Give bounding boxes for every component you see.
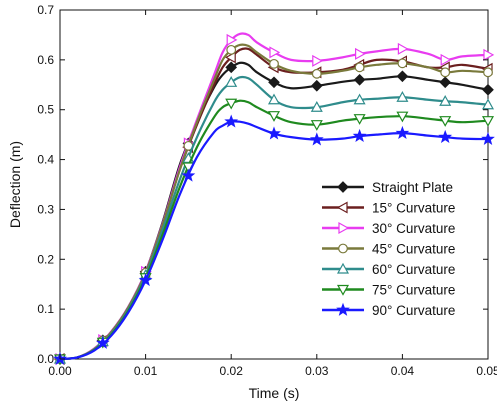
series-point xyxy=(439,116,452,127)
legend-item: 60° Curvature xyxy=(322,262,455,277)
legend-marker xyxy=(336,302,350,316)
legend-item: 30° Curvature xyxy=(322,221,455,236)
y-tick-label: 0.0 xyxy=(37,352,54,366)
legend-label: Straight Plate xyxy=(372,180,453,195)
series-point xyxy=(267,93,281,105)
legend-item: Straight Plate xyxy=(322,180,453,195)
series-point xyxy=(481,131,495,145)
series-point xyxy=(269,46,281,59)
series-point xyxy=(483,67,493,78)
x-tick-label: 0.01 xyxy=(134,364,158,378)
legend-marker xyxy=(337,181,349,193)
legend-label: 90° Curvature xyxy=(372,303,455,318)
series-point xyxy=(226,33,238,46)
series-point xyxy=(396,91,409,102)
series-point xyxy=(353,93,366,105)
legend: Straight Plate 15° Curvature 30° Curvature… xyxy=(322,180,455,318)
y-axis-ticks: 0.0 0.1 0.2 0.3 0.4 0.5 0.6 0.7 xyxy=(37,3,488,366)
series-point xyxy=(310,79,323,92)
plot-frame xyxy=(59,9,489,360)
x-axis-ticks: 0.00 0.01 0.02 0.03 0.04 0.05 xyxy=(48,10,497,378)
legend-label: 30° Curvature xyxy=(372,221,455,236)
y-tick-label: 0.7 xyxy=(37,3,54,17)
series-point xyxy=(225,61,238,74)
x-tick-label: 0.05 xyxy=(476,364,497,378)
series-point xyxy=(395,125,410,139)
series-point xyxy=(396,111,409,123)
series-point xyxy=(267,111,281,122)
legend-label: 15° Curvature xyxy=(372,201,455,216)
series-point xyxy=(268,76,280,89)
legend-marker xyxy=(336,262,350,274)
series-point xyxy=(440,67,451,78)
series-point xyxy=(181,168,196,182)
legend-marker xyxy=(336,201,348,214)
legend-marker xyxy=(338,221,350,235)
series-point xyxy=(267,126,281,140)
series-point xyxy=(397,58,408,69)
legend-item: 90° Curvature xyxy=(322,302,455,318)
series-point xyxy=(309,132,324,146)
series-point xyxy=(483,48,495,61)
series-point xyxy=(482,83,494,96)
x-tick-label: 0.02 xyxy=(220,364,244,378)
y-axis-title: Deflection (m) xyxy=(7,141,23,228)
series-point xyxy=(438,129,453,143)
series-point xyxy=(481,116,495,127)
x-tick-label: 0.00 xyxy=(48,364,72,378)
series-point xyxy=(352,128,367,142)
series-point xyxy=(311,68,322,79)
series-point xyxy=(226,44,237,55)
series-point xyxy=(310,120,323,131)
series-point xyxy=(481,98,495,110)
series-6 xyxy=(53,114,495,365)
series-point xyxy=(439,95,452,106)
series-point xyxy=(225,98,238,110)
y-tick-label: 0.1 xyxy=(37,302,54,316)
series-point xyxy=(353,73,366,86)
series-point xyxy=(440,53,452,66)
series-point xyxy=(224,51,236,64)
series-point xyxy=(138,273,153,287)
x-tick-label: 0.03 xyxy=(305,364,329,378)
series-point xyxy=(225,76,238,87)
legend-item: 75° Curvature xyxy=(322,283,455,298)
series-point xyxy=(439,76,452,89)
y-tick-label: 0.3 xyxy=(37,202,54,216)
y-tick-label: 0.6 xyxy=(37,53,54,67)
legend-label: 75° Curvature xyxy=(372,283,455,298)
y-tick-label: 0.4 xyxy=(37,153,54,167)
series-point xyxy=(310,100,323,112)
x-axis-title: Time (s) xyxy=(249,385,300,401)
legend-label: 45° Curvature xyxy=(372,242,455,257)
series-point xyxy=(269,58,279,69)
y-tick-label: 0.5 xyxy=(37,103,54,117)
series-line xyxy=(59,120,489,361)
series-point xyxy=(353,114,366,125)
x-tick-label: 0.04 xyxy=(391,364,415,378)
series-point xyxy=(224,114,239,128)
series-point xyxy=(396,70,409,83)
series-point xyxy=(312,54,324,67)
legend-item: 15° Curvature xyxy=(322,201,455,216)
series-point xyxy=(95,335,110,349)
legend-item: 45° Curvature xyxy=(322,242,455,257)
series-point xyxy=(354,62,365,73)
legend-label: 60° Curvature xyxy=(372,262,455,277)
legend-marker xyxy=(338,243,348,254)
y-tick-label: 0.2 xyxy=(37,252,54,266)
legend-marker xyxy=(336,284,350,296)
series-point xyxy=(355,47,366,60)
series-point xyxy=(397,42,409,55)
plot-area xyxy=(53,9,495,366)
